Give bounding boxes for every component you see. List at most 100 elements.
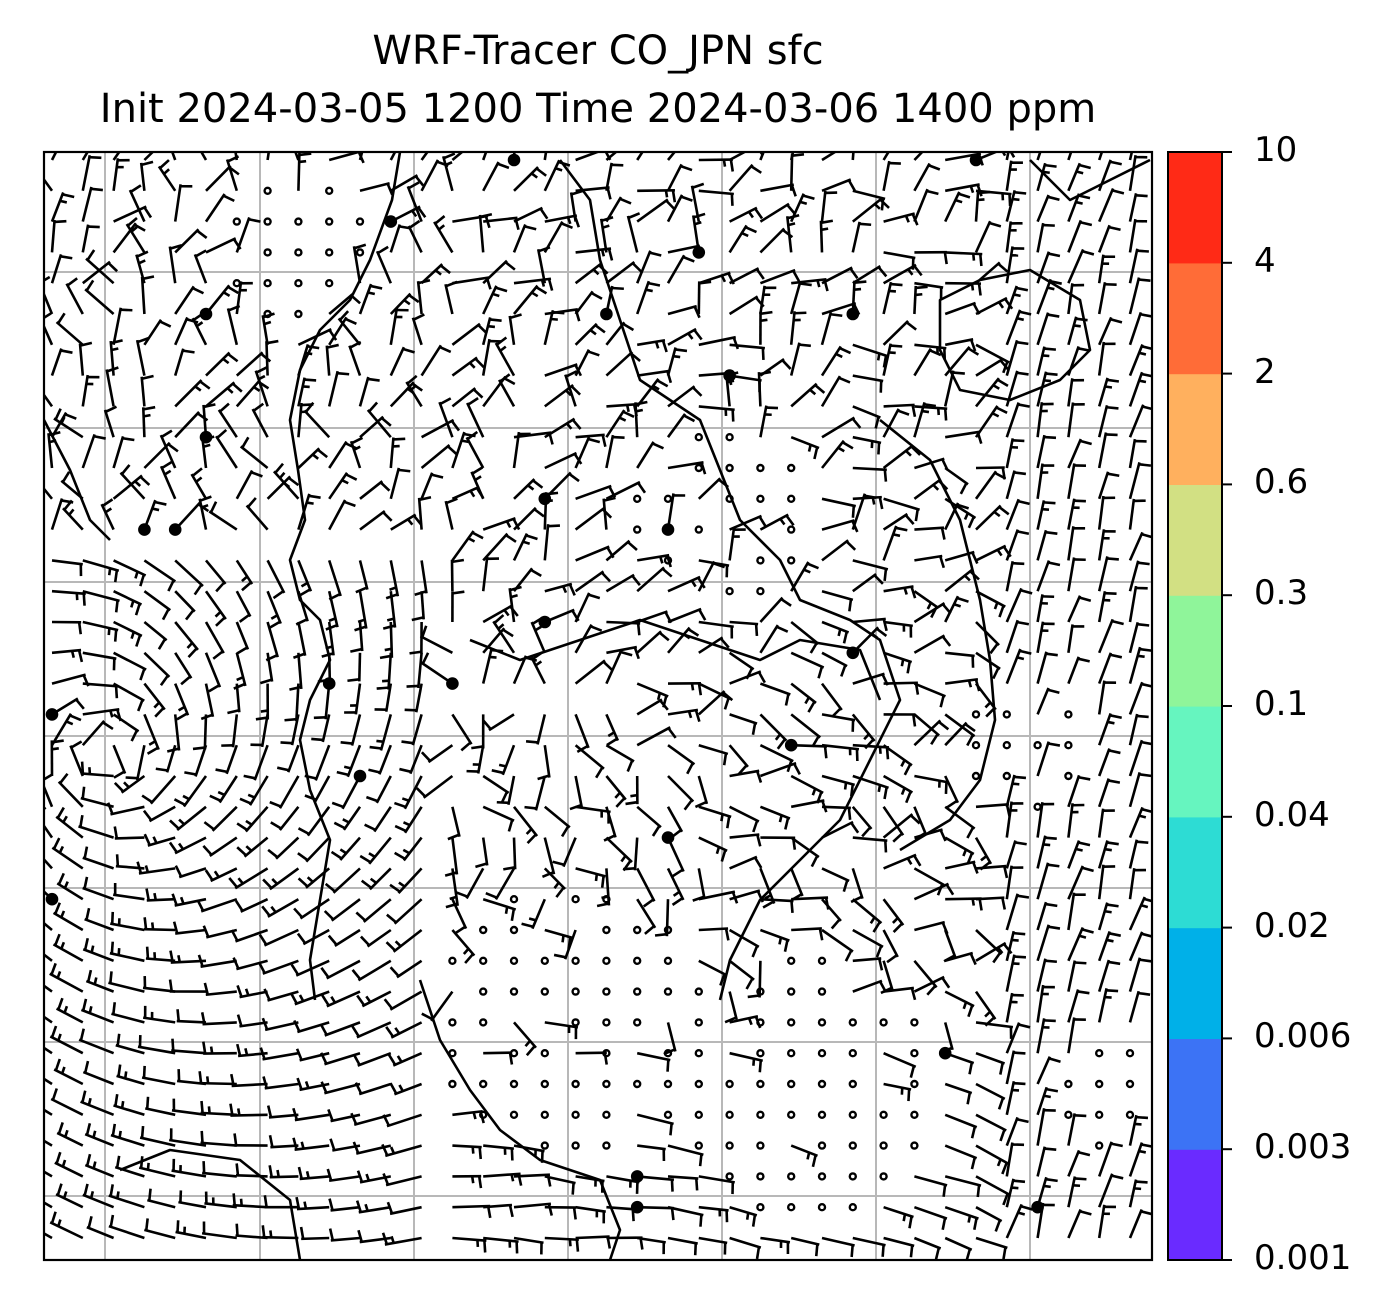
wind-barb <box>530 651 546 685</box>
calm-wind-marker <box>325 217 334 226</box>
wind-barb <box>882 319 917 346</box>
wind-barb <box>605 162 624 192</box>
station-dot <box>630 1170 644 1183</box>
wind-barb <box>790 382 826 408</box>
wind-barb <box>1067 219 1093 253</box>
wind-barb <box>143 833 176 847</box>
wind-barb <box>698 1205 729 1223</box>
wind-barb <box>80 761 114 778</box>
wind-barb <box>266 559 286 600</box>
wind-barbs <box>44 152 1152 1260</box>
wind-barb <box>1067 283 1085 315</box>
wind-barb <box>51 589 86 606</box>
wind-barb <box>313 677 336 720</box>
wind-barb <box>698 1175 735 1195</box>
wind-barb <box>174 379 211 408</box>
wind-barb <box>386 898 423 925</box>
wind-barb <box>171 1098 207 1117</box>
wind-barb <box>789 311 807 345</box>
wind-barb <box>201 435 215 469</box>
wind-barb <box>541 837 556 878</box>
wind-barb <box>385 928 423 953</box>
wind-barb <box>143 682 166 718</box>
wind-barb <box>351 1021 392 1039</box>
wind-barb <box>289 990 330 1006</box>
wind-barb <box>635 280 661 315</box>
wind-barb <box>82 846 115 870</box>
wind-barb <box>52 933 84 962</box>
wind-barb <box>234 152 239 161</box>
wind-barb <box>199 284 239 321</box>
wind-barb <box>694 775 709 809</box>
wind-barb <box>112 682 145 712</box>
wind-barb <box>368 744 393 775</box>
wind-barb <box>790 836 820 868</box>
wind-barb <box>208 501 238 531</box>
wind-barb <box>200 1130 237 1147</box>
wind-barb <box>481 152 488 161</box>
wind-barb <box>575 867 606 888</box>
wind-barb <box>1128 713 1149 746</box>
wind-barb <box>666 254 695 284</box>
wind-barb <box>494 336 516 377</box>
wind-barb <box>262 867 300 891</box>
wind-barb <box>69 740 85 777</box>
wind-barb <box>913 188 939 223</box>
wind-barb <box>113 651 147 681</box>
wind-barb <box>698 335 740 350</box>
wind-barb <box>191 312 208 346</box>
wind-barb <box>883 986 917 1001</box>
wind-barb <box>697 280 712 315</box>
wind-barb <box>1067 498 1086 530</box>
station-dot <box>969 153 983 167</box>
wind-barb <box>821 713 856 732</box>
wind-barb <box>280 714 300 746</box>
wind-barb <box>112 744 127 779</box>
wind-barb <box>447 806 461 841</box>
station-dot <box>630 1200 644 1214</box>
wind-barb <box>226 304 241 346</box>
wind-barb <box>667 681 703 696</box>
colorbar-segment-6 <box>1168 484 1222 596</box>
wind-barb <box>1097 713 1122 746</box>
wind-barb <box>944 1082 973 1105</box>
wind-barb <box>760 897 794 914</box>
colorbar-segment-4 <box>1168 706 1222 818</box>
wind-barb <box>227 683 241 715</box>
wind-barb <box>820 439 854 469</box>
wind-barb <box>233 652 247 690</box>
wind-barb <box>882 444 921 470</box>
wind-barb <box>84 279 115 315</box>
calm-wind-marker <box>663 1079 673 1089</box>
wind-barb <box>728 224 758 254</box>
wind-barb <box>759 682 791 706</box>
wind-barb <box>44 953 53 962</box>
wind-barb <box>759 761 801 778</box>
wind-barb <box>320 959 361 980</box>
wind-barb <box>945 897 983 911</box>
wind-barb <box>913 634 952 654</box>
wind-barb <box>82 876 115 901</box>
wind-barb <box>791 927 824 941</box>
calm-wind-marker <box>571 987 580 996</box>
wind-barb <box>351 959 392 982</box>
calm-wind-marker <box>1125 1048 1135 1058</box>
wind-barb <box>945 651 975 668</box>
wind-barb <box>56 872 84 901</box>
wind-barb <box>1036 434 1057 469</box>
wind-barb <box>913 285 928 315</box>
wind-barb <box>1036 621 1055 654</box>
wind-barb <box>1005 1116 1029 1147</box>
wind-barb <box>1067 193 1091 223</box>
wind-barb <box>492 614 516 654</box>
wind-barb <box>159 460 177 500</box>
wind-barb <box>113 590 143 616</box>
station-dot <box>384 215 398 228</box>
wind-barb <box>327 928 361 947</box>
wind-barb <box>1097 618 1124 654</box>
calm-wind-marker <box>355 248 365 257</box>
wind-barb <box>136 861 176 875</box>
wind-barb <box>204 193 235 223</box>
coastline-south <box>418 979 622 1260</box>
